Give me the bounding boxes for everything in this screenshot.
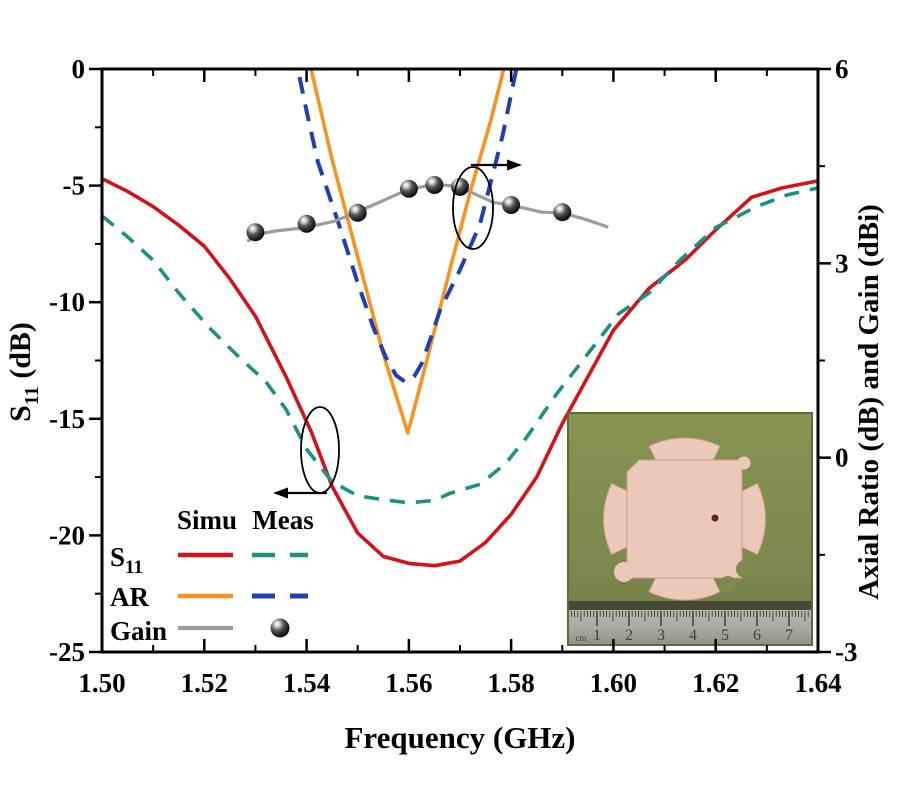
- axes: 1.50 1.52 1.54 1.56 1.58 1.60 1.62 1.64 0 -5 -10 -1…: [4, 54, 885, 755]
- x-tick-label: 1.56: [385, 668, 432, 698]
- x-tick-label: 1.64: [794, 668, 841, 698]
- x-tick-label: 1.54: [283, 668, 330, 698]
- inset-border: [567, 412, 813, 646]
- y-left-tick-label: -5: [63, 171, 86, 201]
- arrow-head-icon: [273, 487, 288, 499]
- arrow-head-icon: [507, 159, 522, 171]
- y-left-tick-label: -15: [49, 404, 85, 434]
- y-left-tick-label: 0: [72, 54, 86, 84]
- y-right-tick-label: -3: [835, 637, 858, 667]
- y-left-tick-label: -20: [49, 520, 85, 550]
- legend-label-ar: AR: [110, 582, 149, 612]
- y-right-tick-label: 0: [835, 443, 849, 473]
- patch-corner-tab-top-right: [737, 456, 751, 470]
- legend-header-simu: Simu: [177, 505, 237, 535]
- y-right-axis-title: Axial Ratio (dB) and Gain (dBi): [853, 204, 885, 600]
- ruler-number: 6: [753, 627, 761, 644]
- series-ar-meas: [296, 70, 519, 384]
- patch-corner-notch: [720, 576, 736, 592]
- x-tick-label: 1.52: [181, 668, 228, 698]
- legend-header-meas: Meas: [252, 505, 313, 535]
- highlight-ellipse: [452, 166, 494, 250]
- inset-ruler: 1 2 3 4 5 6 7 cm: [568, 601, 812, 645]
- feed-point-dot: [711, 514, 719, 522]
- ruler-number: 7: [785, 627, 793, 644]
- gain-measured-point: [502, 196, 521, 214]
- gain-measured-point: [348, 203, 367, 222]
- gain-measured-point: [297, 214, 316, 233]
- ruler-number: 5: [721, 627, 729, 644]
- x-tick-label: 1.62: [692, 668, 739, 698]
- y-right-tick-label: 3: [835, 248, 849, 278]
- ruler-number: 4: [689, 627, 697, 644]
- legend-sphere-meas-gain: [270, 618, 290, 638]
- ruler-number: 1: [593, 627, 601, 644]
- x-axis-title: Frequency (GHz): [344, 720, 575, 755]
- ruler-number: 2: [625, 627, 633, 644]
- legend-label-s: S11: [110, 542, 143, 578]
- patch-corner-tab-bottom-left: [614, 562, 634, 582]
- y-left-tick-label: -10: [49, 287, 85, 317]
- x-tick-label: 1.58: [488, 668, 535, 698]
- gain-measured-point: [399, 179, 418, 198]
- annotation-curves-read-left-axis: [273, 406, 340, 499]
- axis-pointer-annotations: [273, 159, 522, 499]
- series-s11-meas: [103, 186, 817, 505]
- x-tick-label: 1.50: [78, 668, 125, 698]
- x-tick-label: 1.60: [590, 668, 637, 698]
- annotation-curves-read-right-axis: [452, 159, 522, 250]
- legend-label-gain: Gain: [110, 616, 167, 646]
- patch-square: [626, 459, 743, 579]
- patch-corner-notch: [736, 560, 754, 578]
- inset-photo: 1 2 3 4 5 6 7 cm: [567, 412, 813, 646]
- gain-measured-point: [553, 203, 572, 222]
- series-ar-simu: [309, 70, 506, 435]
- gain-measured-point: [246, 223, 265, 242]
- ruler-number: 3: [657, 627, 665, 644]
- ruler-unit-label: cm: [576, 633, 587, 643]
- y-right-tick-label: 6: [835, 54, 849, 84]
- ruler-shadow: [568, 601, 812, 610]
- y-left-tick-label: -25: [49, 637, 85, 667]
- gain-measured-point: [425, 176, 444, 194]
- y-left-axis-title: S11 (dB): [4, 322, 43, 422]
- legend: Simu Meas S11 AR Gain: [110, 505, 314, 646]
- series-s11-simu: [103, 177, 817, 568]
